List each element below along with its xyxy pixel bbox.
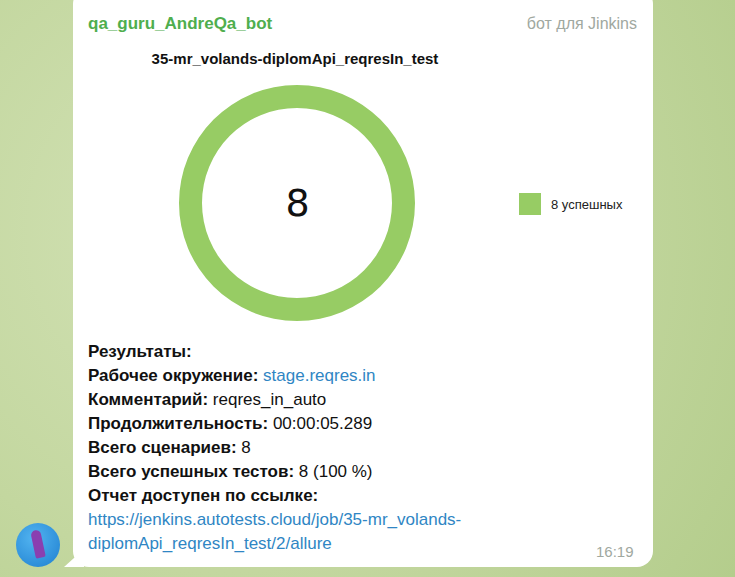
html-text:qa_guru_AndreQa_bot: qa_guru_AndreQa_bot	[88, 14, 273, 33]
html-text:Рабочее окружение: stage.reqre: Рабочее окружение: stage.reqres.in	[88, 366, 376, 385]
html-text:https://jenkins.autotests.clou: https://jenkins.autotests.cloud/job/35-m…	[88, 510, 462, 553]
html-text:Отчет доступен по ссылке:: Отчет доступен по ссылке:	[88, 486, 319, 505]
html-text:35-mr_volands-diplomApi_reqres: 35-mr_volands-diplomApi_reqresIn_test	[151, 50, 439, 67]
html-text:16:19: 16:19	[596, 543, 634, 560]
html-text:Всего успешных тестов: 8 (100: Всего успешных тестов: 8 (100 %)	[88, 462, 373, 481]
html-text:8 успешных: 8 успешных	[551, 196, 623, 212]
html-text:бот для Jinkins: бот для Jinkins	[526, 15, 637, 32]
html-text:Результаты:: Результаты:	[88, 342, 192, 361]
svg-text:8: 8	[285, 181, 309, 225]
html-text:Продолжительность: 00:00:05.28: Продолжительность: 00:00:05.289	[88, 414, 373, 433]
html-text:Комментарий: reqres_in_auto: Комментарий: reqres_in_auto	[88, 390, 327, 409]
html-text:Всего сценариев: 8: Всего сценариев: 8	[88, 438, 251, 457]
